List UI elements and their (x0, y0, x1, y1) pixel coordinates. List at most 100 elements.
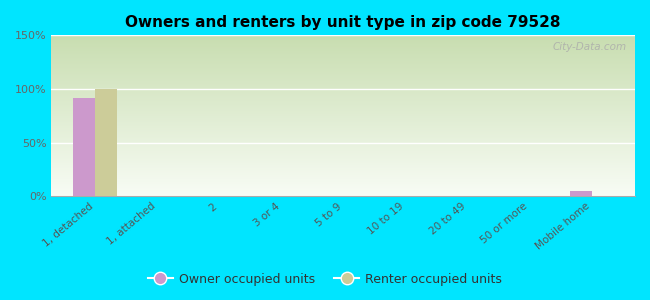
Bar (51, 89, 635, 90)
Bar (51, 111, 635, 112)
Bar (51, 120, 635, 121)
Bar (51, 164, 635, 165)
Bar (51, 57, 635, 58)
Bar (51, 115, 635, 116)
Bar (51, 185, 635, 186)
Bar (51, 94, 635, 95)
Bar (51, 98, 635, 99)
Bar (51, 103, 635, 104)
Bar (51, 72, 635, 73)
Bar (51, 65, 635, 66)
Bar (51, 67, 635, 68)
Bar (51, 184, 635, 185)
Bar (51, 177, 635, 178)
Bar (51, 173, 635, 174)
Bar (51, 161, 635, 162)
Bar (51, 132, 635, 133)
Bar (51, 44, 635, 45)
Bar (51, 174, 635, 175)
Bar (51, 116, 635, 117)
Bar (51, 124, 635, 125)
Bar (51, 112, 635, 113)
Bar (51, 188, 635, 189)
Bar (51, 171, 635, 172)
Bar (51, 156, 635, 157)
Bar (51, 145, 635, 146)
Bar (51, 180, 635, 181)
Bar (51, 127, 635, 128)
Bar (51, 168, 635, 169)
Bar (51, 153, 635, 154)
Bar (51, 186, 635, 187)
Bar (51, 39, 635, 40)
Bar (51, 141, 635, 142)
Bar (51, 41, 635, 42)
Bar (51, 53, 635, 54)
Bar (51, 49, 635, 50)
Bar (51, 71, 635, 72)
Bar (51, 50, 635, 51)
Bar (51, 77, 635, 78)
Bar (51, 160, 635, 161)
Bar (51, 90, 635, 91)
Bar (51, 129, 635, 130)
Bar (51, 163, 635, 164)
Bar (51, 86, 635, 87)
Bar (51, 82, 635, 83)
Bar (51, 35, 635, 36)
Text: City-Data.com: City-Data.com (552, 42, 626, 52)
Bar (51, 126, 635, 127)
Bar (51, 172, 635, 173)
Bar (51, 190, 635, 191)
Bar (51, 121, 635, 122)
Bar (51, 106, 635, 107)
Bar (51, 143, 635, 144)
Bar (51, 193, 635, 194)
Bar (51, 58, 635, 59)
Bar (51, 100, 635, 101)
Bar (51, 79, 635, 80)
Bar (51, 179, 635, 180)
Bar (51, 169, 635, 170)
Bar (51, 134, 635, 135)
Bar (51, 64, 635, 65)
Bar (51, 155, 635, 156)
Bar (51, 117, 635, 118)
Bar (51, 68, 635, 69)
Bar (51, 142, 635, 143)
Bar (51, 74, 635, 75)
Bar (51, 175, 635, 176)
Bar (51, 36, 635, 37)
Bar (51, 144, 635, 145)
Bar (51, 109, 635, 110)
Bar (51, 113, 635, 114)
Bar (51, 152, 635, 153)
Bar (51, 59, 635, 60)
Bar (95, 89, 116, 196)
Bar (51, 69, 635, 70)
Bar (51, 114, 635, 115)
Bar (51, 146, 635, 147)
Title: Owners and renters by unit type in zip code 79528: Owners and renters by unit type in zip c… (125, 15, 561, 30)
Bar (51, 85, 635, 86)
Bar (51, 154, 635, 155)
Legend: Owner occupied units, Renter occupied units: Owner occupied units, Renter occupied un… (143, 268, 507, 291)
Bar (51, 125, 635, 126)
Bar (51, 38, 635, 39)
Bar (51, 183, 635, 184)
Bar (51, 102, 635, 103)
Bar (51, 150, 635, 151)
Bar (51, 137, 635, 138)
Bar (51, 105, 635, 106)
Bar (51, 45, 635, 46)
Bar (51, 76, 635, 77)
Bar (51, 46, 635, 47)
Bar (51, 70, 635, 71)
Bar (51, 55, 635, 56)
Bar (51, 51, 635, 52)
Bar (51, 52, 635, 53)
Bar (51, 151, 635, 152)
Bar (51, 187, 635, 188)
Bar (51, 158, 635, 159)
Bar (51, 60, 635, 61)
